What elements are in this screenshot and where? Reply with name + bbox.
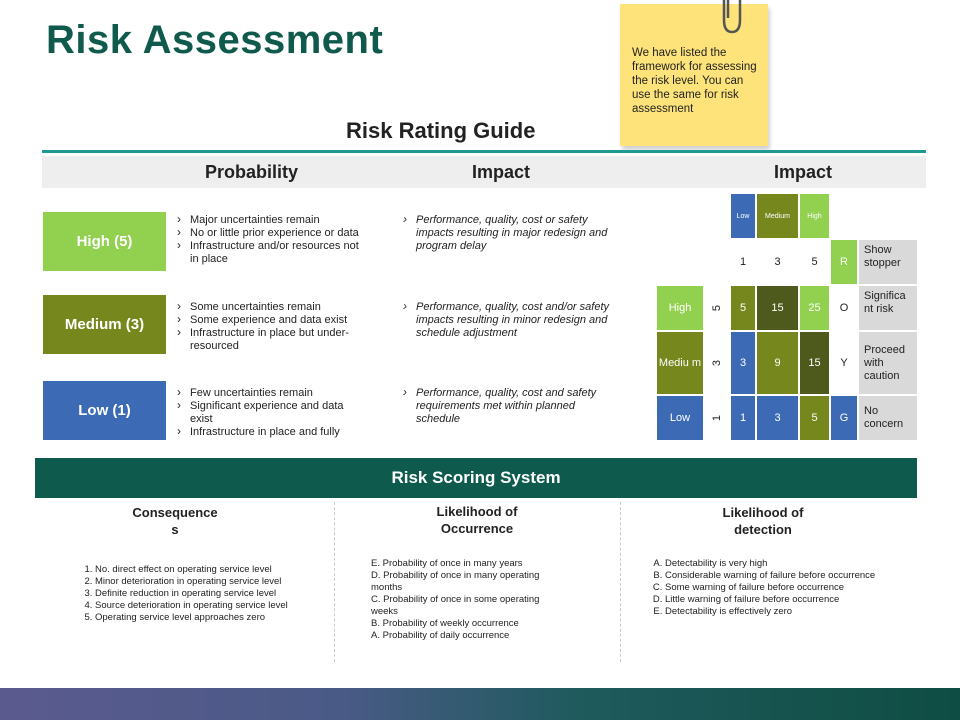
occurrence-header: Likelihood of Occurrence — [436, 504, 518, 536]
level-high: High (5) — [43, 212, 166, 271]
matrix-col-value: 5 — [811, 256, 818, 268]
list-item: Source deterioration in operating servic… — [95, 600, 327, 612]
list-item: Little warning of failure before occurre… — [665, 594, 876, 606]
list-item: Operating service level approaches zero — [95, 612, 327, 624]
list-item: Detectability is effectively zero — [665, 606, 876, 618]
medium-probability-list: Some uncertainties remain Some experienc… — [175, 300, 365, 353]
matrix-desc: Proceed with caution — [859, 332, 917, 394]
matrix-row-label-low: Low — [657, 396, 703, 440]
list-item: Some warning of failure before occurrenc… — [665, 582, 876, 594]
impact-header: Impact — [472, 162, 531, 182]
matrix-letter: R — [831, 240, 857, 284]
list-item: D. Probability of once in many operating… — [371, 570, 540, 593]
list-item: Infrastructure in place and fully — [175, 425, 365, 439]
consequences-header: Consequence s — [132, 505, 218, 537]
matrix-cell: 15 — [757, 286, 798, 330]
column-divider — [620, 502, 621, 662]
matrix-cell: 1 — [731, 396, 755, 440]
footer-band — [0, 688, 960, 720]
level-low: Low (1) — [43, 381, 166, 440]
probability-header: Probability — [205, 162, 299, 182]
matrix-cell: 15 — [800, 332, 829, 394]
list-item: Definite reduction in operating service … — [95, 588, 327, 600]
list-item: Performance, quality, cost or safety imp… — [401, 213, 611, 253]
page-title: Risk Assessment — [46, 18, 384, 62]
header-band — [42, 156, 926, 188]
list-item: Some uncertainties remain — [175, 300, 365, 314]
column-divider — [334, 502, 335, 662]
list-item: Minor deterioration in operating service… — [95, 576, 327, 588]
risk-scoring-title: Risk Scoring System — [35, 458, 917, 498]
list-item: Considerable warning of failure before o… — [665, 570, 876, 582]
list-item: Infrastructure in place but under-resour… — [175, 326, 365, 353]
list-item: Major uncertainties remain — [175, 213, 365, 227]
medium-impact-list: Performance, quality, cost and/or safety… — [401, 300, 611, 340]
matrix-col-header-high: High — [800, 194, 829, 238]
paperclip-icon — [722, 0, 742, 34]
high-probability-list: Major uncertainties remain No or little … — [175, 213, 365, 266]
matrix-cell: 3 — [731, 332, 755, 394]
consequences-list: No. direct effect on operating service l… — [77, 564, 327, 624]
matrix-row-label-medium: Mediu m — [657, 332, 703, 394]
list-item: E. Probability of once in many years — [371, 558, 523, 569]
matrix-letter: O — [839, 302, 849, 314]
matrix-cell: 5 — [731, 286, 755, 330]
matrix-desc: Significa nt risk — [859, 286, 917, 330]
matrix-impact-header: Impact — [774, 162, 833, 182]
list-item: Few uncertainties remain — [175, 386, 365, 400]
low-impact-list: Performance, quality, cost and safety re… — [401, 386, 611, 426]
list-item: Performance, quality, cost and safety re… — [401, 386, 611, 426]
list-item: No. direct effect on operating service l… — [95, 564, 327, 576]
risk-rating-guide-title: Risk Rating Guide — [346, 118, 536, 143]
matrix-cell: 5 — [800, 396, 829, 440]
matrix-col-value: 3 — [774, 256, 781, 268]
matrix-letter: Y — [840, 357, 848, 369]
occurrence-list: E. Probability of once in many years D. … — [371, 558, 566, 642]
matrix-row-label-high: High — [657, 286, 703, 330]
detection-list: Detectability is very high Considerable … — [646, 558, 876, 618]
list-item: A. Probability of daily occurrence — [371, 630, 510, 641]
matrix-letter: G — [831, 396, 857, 440]
matrix-cell: 25 — [800, 286, 829, 330]
low-probability-list: Few uncertainties remain Significant exp… — [175, 386, 365, 439]
list-item: Performance, quality, cost and/or safety… — [401, 300, 611, 340]
matrix-cell: 9 — [757, 332, 798, 394]
sticky-note: We have listed the framework for assessi… — [620, 4, 768, 146]
list-item: No or little prior experience or data — [175, 226, 365, 240]
matrix-desc: Show stopper — [859, 240, 917, 284]
matrix-desc: No concern — [859, 396, 917, 440]
list-item: Significant experience and data exist — [175, 399, 365, 426]
list-item: C. Probability of once in some operating… — [371, 594, 540, 617]
matrix-col-header-medium: Medium — [757, 194, 798, 238]
high-impact-list: Performance, quality, cost or safety imp… — [401, 213, 611, 253]
list-item: B. Probability of weekly occurrence — [371, 618, 519, 629]
list-item: Detectability is very high — [665, 558, 876, 570]
matrix-col-value: 1 — [739, 256, 747, 268]
divider — [42, 150, 926, 153]
detection-header: Likelihood of detection — [722, 505, 804, 537]
matrix-cell: 3 — [757, 396, 798, 440]
level-medium: Medium (3) — [43, 295, 166, 354]
sticky-note-text: We have listed the framework for assessi… — [632, 47, 757, 115]
list-item: Infrastructure and/or resources not in p… — [175, 239, 365, 266]
matrix-col-header-low: Low — [731, 194, 755, 238]
list-item: Some experience and data exist — [175, 313, 365, 327]
